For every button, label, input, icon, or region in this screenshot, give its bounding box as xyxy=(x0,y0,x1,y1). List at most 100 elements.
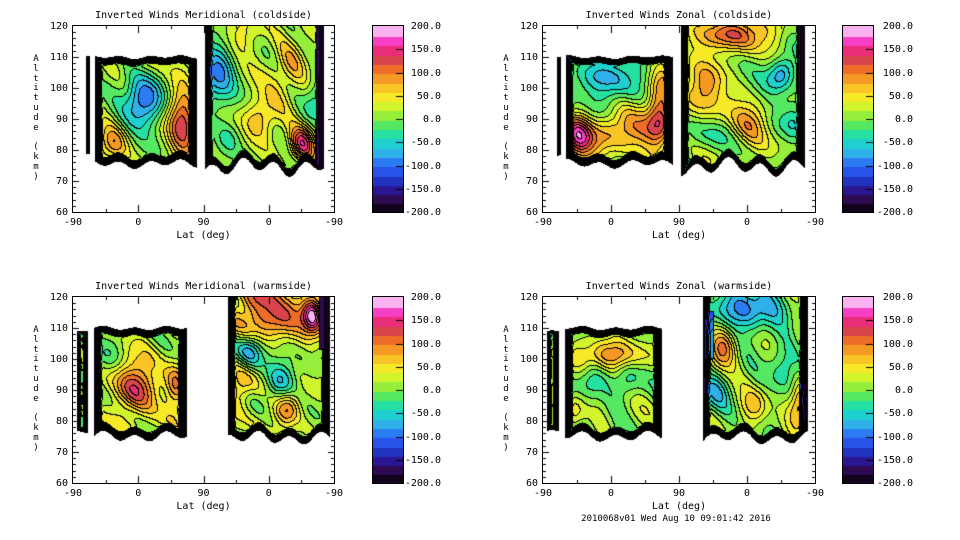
y-tick-label: 120 xyxy=(49,292,68,303)
colorbar-tick-label: 200.0 xyxy=(410,21,441,32)
y-tick-label: 80 xyxy=(55,416,68,427)
colorbar-tick-label: -200.0 xyxy=(876,478,913,489)
y-tick-label: 60 xyxy=(55,207,68,218)
x-tick-label: 0 xyxy=(607,488,615,499)
colorbar-tick-label: -150.0 xyxy=(404,183,441,195)
x-tick-label: 90 xyxy=(672,217,686,228)
colorbar-tick-label: -50.0 xyxy=(882,137,913,149)
colorbar-tick-label: 50.0 xyxy=(416,90,441,102)
colorbar-tick-label: -200.0 xyxy=(404,207,441,218)
colorbar-tick-label: -200.0 xyxy=(876,207,913,218)
x-tick-label: 90 xyxy=(197,217,210,228)
x-tick-label: 0 xyxy=(265,488,272,499)
colorbar xyxy=(842,25,874,213)
y-tick-label: 110 xyxy=(49,323,68,334)
y-tick-label: 90 xyxy=(525,385,538,396)
x-tick-label: -90 xyxy=(805,217,825,228)
y-tick-label: 80 xyxy=(525,416,538,427)
plot-area xyxy=(542,25,816,213)
colorbar-tick-label: 150.0 xyxy=(410,44,441,56)
x-tick-label: -90 xyxy=(805,488,825,499)
x-tick-label: -90 xyxy=(533,488,553,499)
colorbar-tick-label: 100.0 xyxy=(882,338,913,350)
colorbar-tick-label: 200.0 xyxy=(410,292,441,303)
colorbar-tick-label: 0.0 xyxy=(894,114,913,125)
colorbar-tick-label: -200.0 xyxy=(404,478,441,489)
colorbar-tick-label: 50.0 xyxy=(888,361,913,373)
x-tick-label: -90 xyxy=(324,488,344,499)
colorbar-tick-label: 50.0 xyxy=(888,90,913,102)
y-tick-label: 100 xyxy=(519,83,538,94)
colorbar-tick-label: -100.0 xyxy=(876,431,913,443)
colorbar-tick-label: -50.0 xyxy=(882,408,913,420)
colorbar-tick-label: 0.0 xyxy=(422,385,441,396)
x-tick-label: 0 xyxy=(135,217,142,228)
colorbar-tick-label: -50.0 xyxy=(410,408,441,420)
colorbar xyxy=(372,296,404,484)
y-tick-label: 110 xyxy=(519,323,538,334)
colorbar-canvas xyxy=(843,26,873,212)
x-axis-label: Lat (deg) xyxy=(176,501,231,512)
colorbar-tick-label: -100.0 xyxy=(404,160,441,172)
colorbar xyxy=(842,296,874,484)
y-tick-label: 120 xyxy=(49,21,68,32)
x-axis-label: Lat (deg) xyxy=(651,501,707,512)
colorbar-tick-label: -150.0 xyxy=(876,454,913,466)
y-tick-label: 90 xyxy=(55,385,68,396)
panel-title: Inverted Winds Zonal (warmside) xyxy=(585,281,773,292)
colorbar-tick-label: 150.0 xyxy=(882,315,913,327)
x-axis-label: Lat (deg) xyxy=(651,230,707,241)
y-tick-label: 110 xyxy=(519,52,538,63)
x-tick-label: 0 xyxy=(743,217,751,228)
colorbar-tick-label: -150.0 xyxy=(876,183,913,195)
x-tick-label: 90 xyxy=(197,488,210,499)
colorbar-tick-label: -150.0 xyxy=(404,454,441,466)
y-tick-label: 70 xyxy=(55,176,68,187)
colorbar-tick-label: -50.0 xyxy=(410,137,441,149)
colorbar-tick-label: 150.0 xyxy=(882,44,913,56)
y-tick-label: 110 xyxy=(49,52,68,63)
colorbar xyxy=(372,25,404,213)
contour-canvas xyxy=(73,26,334,212)
y-axis-label: A l t i t u d e ( k m ) xyxy=(503,54,509,182)
x-tick-label: 0 xyxy=(743,488,751,499)
y-tick-label: 100 xyxy=(519,354,538,365)
y-tick-label: 90 xyxy=(525,114,538,125)
colorbar-canvas xyxy=(373,26,403,212)
y-axis-label: A l t i t u d e ( k m ) xyxy=(503,325,509,453)
y-tick-label: 90 xyxy=(55,114,68,125)
y-tick-label: 100 xyxy=(49,354,68,365)
x-tick-label: -90 xyxy=(63,488,83,499)
colorbar-tick-label: -100.0 xyxy=(404,431,441,443)
x-tick-label: 90 xyxy=(672,488,686,499)
panel-title: Inverted Winds Meridional (warmside) xyxy=(95,281,312,292)
contour-canvas xyxy=(543,297,815,483)
y-tick-label: 60 xyxy=(525,478,538,489)
colorbar-tick-label: 0.0 xyxy=(894,385,913,396)
plot-area xyxy=(72,296,335,484)
y-tick-label: 80 xyxy=(55,145,68,156)
y-tick-label: 70 xyxy=(525,176,538,187)
plot-area xyxy=(542,296,816,484)
colorbar-tick-label: 200.0 xyxy=(882,21,913,32)
figure-timestamp: 2010068v01 Wed Aug 10 09:01:42 2016 xyxy=(581,514,771,524)
colorbar-tick-label: 50.0 xyxy=(416,361,441,373)
panel-title: Inverted Winds Meridional (coldside) xyxy=(95,10,312,21)
x-tick-label: -90 xyxy=(324,217,344,228)
colorbar-canvas xyxy=(373,297,403,483)
y-tick-label: 70 xyxy=(55,447,68,458)
contour-canvas xyxy=(543,26,815,212)
colorbar-tick-label: -100.0 xyxy=(876,160,913,172)
colorbar-tick-label: 0.0 xyxy=(422,114,441,125)
colorbar-canvas xyxy=(843,297,873,483)
y-tick-label: 80 xyxy=(525,145,538,156)
contour-canvas xyxy=(73,297,334,483)
y-axis-label: A l t i t u d e ( k m ) xyxy=(33,54,39,182)
y-tick-label: 60 xyxy=(55,478,68,489)
colorbar-tick-label: 100.0 xyxy=(410,67,441,79)
colorbar-tick-label: 100.0 xyxy=(882,67,913,79)
plot-area xyxy=(72,25,335,213)
x-axis-label: Lat (deg) xyxy=(176,230,231,241)
panel-title: Inverted Winds Zonal (coldside) xyxy=(585,10,773,21)
